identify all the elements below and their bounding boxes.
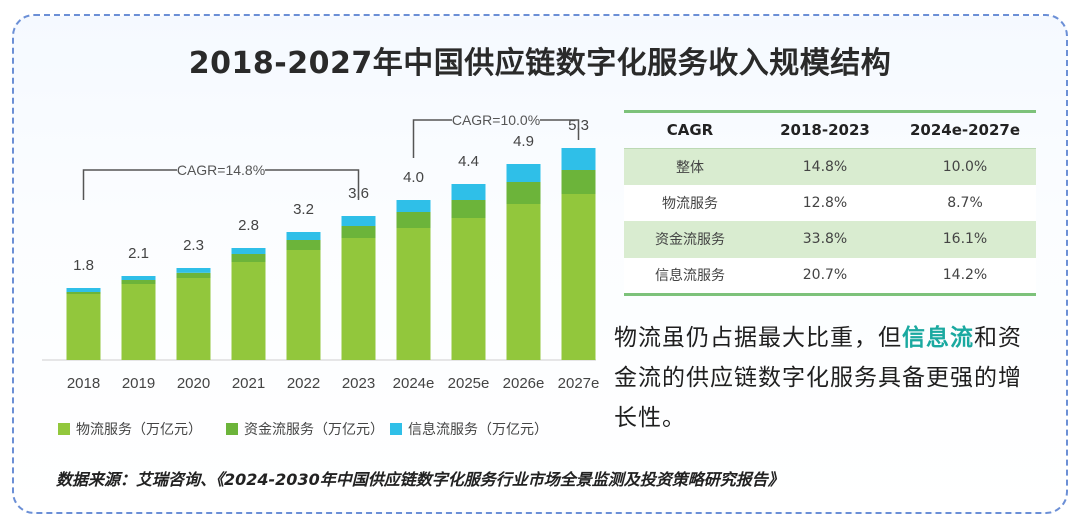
bar-info — [451, 184, 486, 200]
bar-info — [121, 276, 156, 280]
table-cell-value: 12.8% — [802, 194, 848, 211]
legend-swatch — [226, 423, 238, 435]
legend-label: 信息流服务（万亿元） — [408, 421, 548, 438]
bar-info — [231, 248, 266, 254]
table-row: 资金流服务 33.8% 16.1% — [624, 221, 1036, 258]
bar-finance — [121, 280, 156, 284]
x-tick-label: 2023 — [342, 375, 375, 392]
data-label: 1.8 — [73, 257, 94, 274]
note-highlight: 信息流 — [902, 325, 974, 351]
table-cell-value: 14.2% — [942, 267, 988, 283]
insight-note: 物流虽仍占据最大比重，但信息流和资金流的供应链数字化服务具备更强的增长性。 — [614, 318, 1042, 438]
x-tick-label: 2026e — [503, 375, 545, 392]
table-row: 物流服务 12.8% 8.7% — [624, 184, 1036, 221]
data-label: 2.8 — [238, 217, 259, 234]
table-cell-value: 20.7% — [802, 267, 848, 283]
bar-logistics — [66, 294, 101, 360]
bar-info — [176, 268, 211, 273]
data-label: 4.0 — [403, 169, 424, 186]
x-tick-label: 2019 — [122, 375, 155, 392]
table-cell-value: 33.8% — [802, 231, 848, 248]
table-cell-value: 16.1% — [942, 231, 988, 248]
table-cell-name: 整体 — [676, 159, 704, 176]
x-tick-label: 2020 — [177, 375, 210, 392]
data-label: 3.2 — [293, 201, 314, 218]
cagr-bracket-2-line-left — [412, 119, 452, 158]
bar-logistics — [286, 250, 321, 360]
table-header-row: CAGR 2018-2023 2024e-2027e — [624, 111, 1036, 148]
table-row: 整体 14.8% 10.0% — [624, 148, 1036, 185]
bar-logistics — [396, 228, 431, 360]
data-label: 2.1 — [128, 245, 149, 262]
bar-info — [66, 288, 101, 292]
data-source: 数据来源：艾瑞咨询、《2024-2030年中国供应链数字化服务行业市场全景监测及… — [56, 470, 784, 489]
data-label: 4.4 — [458, 153, 479, 170]
table-header-2024e-2027e: 2024e-2027e — [909, 121, 1021, 140]
data-label: 2.3 — [183, 237, 204, 254]
bar-finance — [286, 240, 321, 250]
table-header-cagr: CAGR — [666, 121, 714, 140]
bar-logistics — [341, 238, 376, 360]
bar-finance — [561, 170, 596, 194]
legend-label: 物流服务（万亿元） — [76, 422, 202, 438]
legend-label: 资金流服务（万亿元） — [244, 422, 384, 438]
bar-finance — [66, 292, 101, 294]
cagr-bracket-1-line-right — [265, 169, 360, 200]
bar-logistics — [451, 218, 486, 360]
stacked-bar-chart: 1.820182.120192.320202.820213.220223.620… — [42, 112, 600, 438]
note-text-1: 物流虽仍占据最大比重，但 — [614, 325, 902, 351]
table-cell-value: 10.0% — [942, 158, 988, 175]
x-tick-label: 2024e — [393, 375, 435, 392]
bar-finance — [176, 272, 211, 278]
cagr-bracket-2-label: CAGR=10.0% — [452, 112, 540, 128]
bar-finance — [231, 254, 266, 262]
bar-logistics — [121, 284, 156, 360]
bar-logistics — [506, 204, 541, 360]
table-cell-value: 8.7% — [947, 194, 983, 211]
bar-info — [561, 148, 596, 170]
table-cell-name: 物流服务 — [662, 195, 718, 212]
bar-logistics — [561, 194, 596, 360]
bar-finance — [451, 200, 486, 218]
bar-logistics — [231, 262, 266, 360]
bar-finance — [341, 226, 376, 238]
table-row: 信息流服务 20.7% 14.2% — [624, 257, 1036, 294]
bar-info — [506, 164, 541, 182]
table-cell-name: 信息流服务 — [655, 268, 725, 284]
x-tick-label: 2022 — [287, 375, 320, 392]
table-header-2018-2023: 2018-2023 — [780, 121, 870, 140]
bar-finance — [396, 212, 431, 228]
page-title: 2018-2027年中国供应链数字化服务收入规模结构 — [188, 46, 892, 81]
legend-swatch — [390, 423, 402, 435]
table-cell-value: 14.8% — [802, 158, 848, 175]
cagr-bracket-2-line-right — [540, 119, 580, 140]
legend-swatch — [58, 423, 70, 435]
bar-info — [396, 200, 431, 212]
bar-info — [286, 232, 321, 240]
x-tick-label: 2025e — [448, 375, 490, 392]
note-text-2: 和资金流的供应链数字化服务具备更强的增长性。 — [614, 325, 1022, 431]
bar-logistics — [176, 278, 211, 360]
x-tick-label: 2018 — [67, 375, 100, 392]
bar-info — [341, 216, 376, 226]
x-tick-label: 2021 — [232, 375, 265, 392]
bar-finance — [506, 182, 541, 204]
cagr-bracket-1-line-left — [82, 169, 177, 200]
x-tick-label: 2027e — [558, 375, 600, 392]
cagr-bracket-1-label: CAGR=14.8% — [177, 162, 265, 178]
table-cell-name: 资金流服务 — [655, 232, 725, 249]
data-label: 4.9 — [513, 133, 534, 150]
cagr-table: CAGR 2018-2023 2024e-2027e 整体 14.8% 10.0… — [624, 110, 1036, 296]
